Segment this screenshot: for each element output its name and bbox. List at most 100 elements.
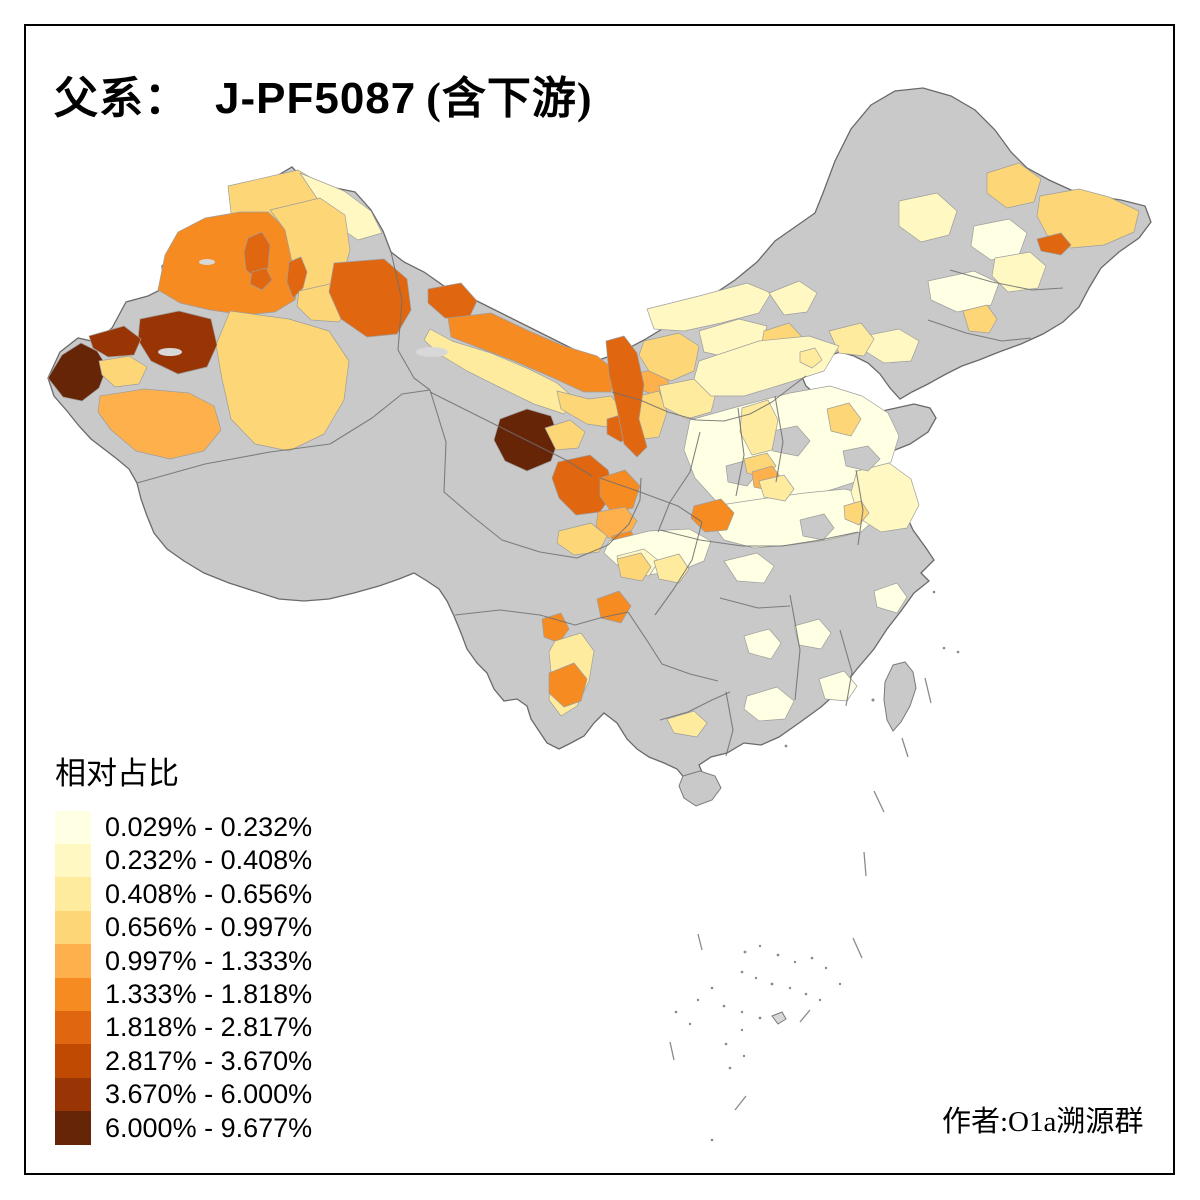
province-border	[454, 609, 629, 626]
sea-boundary-dash	[799, 1009, 811, 1023]
legend-row: 1.818% - 2.817%	[55, 1011, 313, 1046]
legend-swatch	[55, 810, 91, 845]
map-region	[215, 310, 350, 452]
islet-dot	[710, 1138, 714, 1142]
map-region	[447, 312, 618, 393]
legend-swatch-rect	[55, 1111, 91, 1146]
province-border	[949, 269, 1064, 291]
map-region	[541, 612, 570, 644]
province-border	[136, 389, 431, 484]
map-region	[286, 256, 308, 299]
legend-label: 2.817% - 3.670%	[105, 1045, 313, 1076]
legend-label: 1.333% - 1.818%	[105, 978, 313, 1009]
islet-dot	[793, 960, 797, 964]
province-border	[429, 391, 593, 477]
map-region	[88, 325, 142, 358]
map-region	[799, 513, 835, 541]
legend-row: 0.997% - 1.333%	[55, 944, 313, 979]
islet-dot	[804, 992, 808, 996]
islet-dot	[728, 1066, 732, 1070]
legend-swatch	[55, 1111, 91, 1146]
legend-label: 0.408% - 0.656%	[105, 878, 313, 909]
islet-dot	[742, 1054, 746, 1058]
map-region	[1036, 232, 1072, 256]
figure-frame	[24, 24, 1175, 1175]
islet-dot	[688, 1022, 692, 1026]
legend-row: 2.817% - 3.670%	[55, 1044, 313, 1079]
province-border	[657, 431, 701, 533]
island-dots	[674, 590, 960, 1142]
province-border	[659, 691, 731, 721]
map-region	[991, 251, 1047, 293]
legend-swatch	[55, 877, 91, 912]
legend-swatch-rect	[55, 1044, 91, 1079]
legend-swatch	[55, 944, 91, 979]
page-title: 父系： J-PF5087 (含下游)	[54, 62, 593, 126]
province-border	[789, 594, 801, 701]
map-region	[743, 628, 782, 660]
map-region	[743, 686, 795, 722]
islet-dot	[724, 1042, 728, 1046]
legend-swatch-rect	[55, 877, 91, 912]
islet-dot	[824, 966, 828, 970]
islet-dot	[740, 1028, 744, 1032]
islet-dot	[932, 590, 936, 594]
title-haplogroup: J-PF5087	[215, 74, 417, 123]
islet-dot	[784, 744, 788, 748]
sea-boundary-dash	[852, 937, 863, 959]
map-region	[826, 402, 862, 437]
province-border	[611, 375, 807, 422]
legend-swatch-rect	[55, 944, 91, 979]
map-region	[97, 388, 222, 460]
legend-swatch	[55, 1044, 91, 1079]
province-border	[735, 407, 745, 497]
legend-row: 3.670% - 6.000%	[55, 1077, 312, 1112]
legend-label: 0.029% - 0.232%	[105, 812, 313, 842]
map-region	[544, 419, 586, 451]
legend-row: 0.232% - 0.408%	[55, 844, 312, 879]
map-region	[898, 192, 958, 243]
legend: 相对占比 0.029% - 0.232% 0.232% - 0.408% 0.4…	[55, 748, 313, 1146]
title-prefix: 父系：	[54, 74, 189, 123]
legend-label: 1.818% - 2.817%	[105, 1012, 313, 1043]
islet-dot	[788, 986, 792, 990]
islet-dot	[740, 1010, 744, 1014]
map-region	[638, 332, 700, 382]
map-region	[596, 590, 632, 624]
legend-row: 6.000% - 9.677%	[55, 1111, 312, 1146]
map-region	[873, 582, 908, 614]
legend-swatch	[55, 844, 91, 879]
legend-swatch	[55, 1077, 91, 1112]
map-region	[137, 310, 218, 375]
legend-swatch-rect	[55, 1011, 91, 1046]
islet-dot	[758, 1016, 762, 1020]
legend-label: 0.656% - 0.997%	[105, 912, 313, 943]
map-region	[842, 445, 881, 472]
legend-row: 0.656% - 0.997%	[55, 910, 313, 945]
legend-swatch	[55, 1011, 91, 1046]
islet-dot	[942, 646, 946, 650]
islet-dot	[818, 998, 822, 1002]
hainan-island	[678, 770, 722, 807]
map-region	[723, 552, 775, 584]
legend-label: 0.997% - 1.333%	[105, 945, 313, 976]
sea-boundary-dash	[697, 933, 703, 951]
province-border	[599, 477, 703, 616]
attribution: 作者:O1a溯源群	[942, 1106, 1144, 1138]
lake	[416, 347, 448, 357]
islet-dot	[956, 650, 960, 654]
map-region	[646, 282, 772, 332]
islet	[771, 1011, 787, 1025]
legend-swatch-rect	[55, 977, 91, 1012]
province-border	[774, 395, 784, 483]
islet-dot	[722, 1004, 726, 1008]
map-region	[1036, 188, 1140, 249]
legend-swatch-rect	[55, 810, 91, 845]
islet-dot	[810, 956, 814, 960]
map-region	[986, 162, 1042, 209]
map-region	[850, 462, 920, 533]
sea-boundary-dash	[901, 737, 909, 758]
province-border	[725, 691, 734, 757]
map-region	[653, 553, 690, 584]
